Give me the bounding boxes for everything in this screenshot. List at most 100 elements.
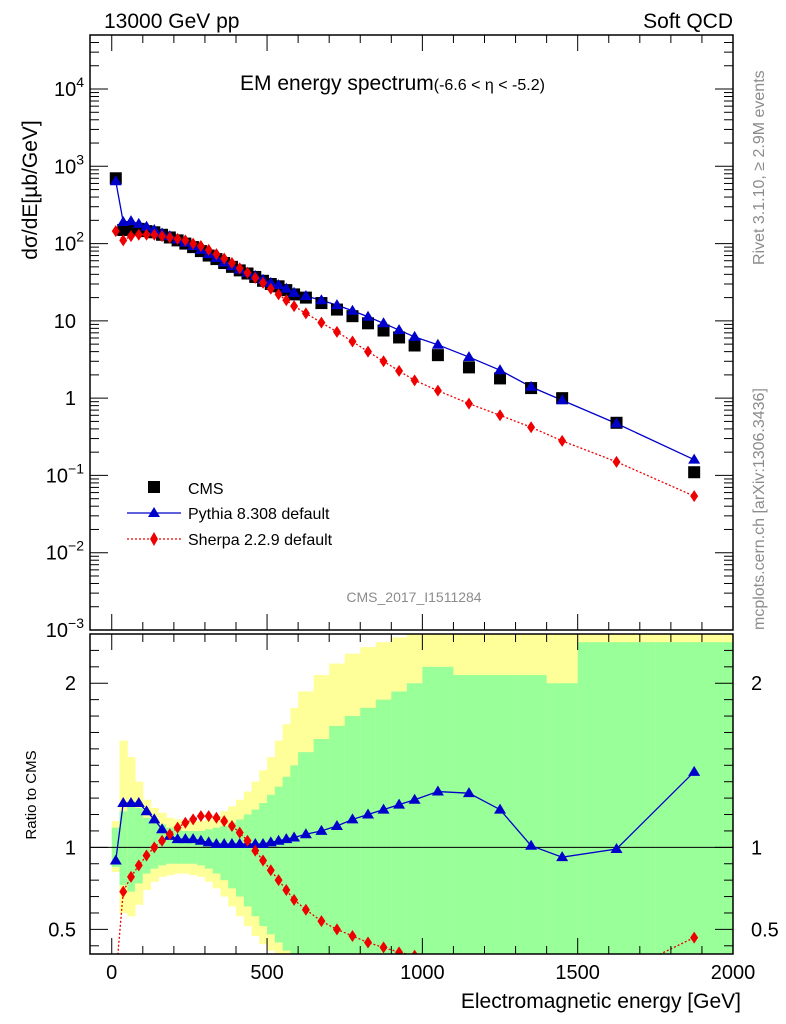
y-tick-label: 102 [54,229,84,256]
ratio-pythia-point [346,813,359,824]
ratio-pythia-point [610,842,623,853]
ratio-panel: 0.5 0.5 1 1 2 2 0 500 1000 1500 2000 Ratio to CMS… [23,633,779,1013]
y-tick-exponent: 4 [76,74,84,90]
inner-band-bin [220,826,229,881]
pythia-point [556,394,569,405]
sherpa-point [282,294,291,307]
legend-marker-pythia [148,507,160,517]
ratio-bands [111,634,733,954]
pythia-point [280,282,293,293]
sherpa-point [150,228,159,241]
y-tick-base: 10 [46,465,68,487]
pythia-point [408,330,421,341]
ratio-sherpa-point [348,929,357,942]
cms-point [494,372,507,385]
y-tick-label: 10−2 [46,538,84,565]
ratio-pythia-point [179,833,192,844]
inner-band-bin [212,827,221,874]
ratio-pythia-point [194,834,207,845]
pythia-point [393,324,406,335]
ratio-sherpa-point [465,963,473,975]
ratio-sherpa-point [127,870,136,883]
sherpa-point [612,455,621,468]
legend-marker-sherpa [150,532,158,546]
ratio-sherpa-point [395,946,404,954]
ratio-pythia-point [218,838,231,849]
ratio-pythia-point [132,797,145,808]
ratio-pythia-point [494,803,507,814]
x-tick-label: 500 [250,962,283,984]
ratio-frame [89,633,734,955]
pythia-point [362,310,375,321]
inner-band-bin [228,822,237,889]
sherpa-point [251,271,260,284]
inner-band-bin [142,817,152,874]
sherpa-point [558,434,567,447]
ratio-sherpa-point [317,915,326,928]
ratio-pythia-point [408,793,421,804]
sherpa-point [527,421,536,434]
y-tick-exponent: −3 [68,615,84,631]
sherpa-point [127,230,136,243]
ratio-pythia-point [315,824,328,835]
pythia-point [330,299,343,310]
uncertainty-bands [111,634,733,954]
sherpa-point [266,282,275,295]
pythia-point [272,279,285,290]
legend-marker-cms [148,481,160,493]
ratio-sherpa-point [173,821,182,834]
ratio-sherpa-point [411,949,418,954]
sherpa-line [115,230,695,497]
inner-band-bin [298,752,315,954]
y-tick-exponent: −1 [68,460,84,476]
pythia-line [115,181,695,461]
ratio-pythia-point [556,851,569,862]
pythia-point [125,215,138,226]
cms-point [408,339,421,352]
inner-band-bin [204,829,214,869]
ratio-sherpa-point [266,864,275,877]
legend-label-pythia: Pythia 8.308 default [188,506,330,523]
ratio-sherpa-point [150,841,159,854]
legend-label-cms: CMS [188,481,224,498]
ratio-sherpa-point [364,936,373,949]
pythia-point [494,364,507,375]
rivet-label: Rivet 3.1.10, ≥ 2.9M events [751,70,768,265]
sherpa-point [173,232,182,245]
sherpa-point [196,240,205,253]
ratio-y-tick-label-right: 2 [751,673,762,695]
ratio-sherpa-point [220,815,229,828]
pythia-point [431,338,444,349]
ratio-pythia-point [148,813,161,824]
cms-point [431,349,444,362]
ratio-sherpa-point [165,828,174,841]
legend-label-sherpa: Sherpa 2.2.9 default [188,532,333,549]
ratio-sherpa-point [251,844,260,857]
y-tick-base: 10 [54,156,76,178]
y-tick-base: 10 [54,79,76,101]
ratio-sherpa-point [181,816,190,829]
pythia-point [288,286,301,297]
inner-band-bin [391,691,408,954]
ratio-pythia-point [109,854,122,865]
ratio-pythia-point [288,831,301,842]
sherpa-point [301,307,310,320]
main-ylabel: dσ/dE[µb/GeV] [19,120,42,259]
y-tick-label: 10−3 [46,615,84,642]
ratio-pythia-point [525,839,538,850]
ratio-pythia-point [171,833,184,844]
x-tick-label: 1500 [555,962,600,984]
y-tick-base: 10 [54,234,76,256]
inner-band-bin [267,794,276,935]
y-tick-label: 104 [54,74,84,101]
ratio-ylabel: Ratio to CMS [23,750,40,839]
inner-band-bin [360,707,377,954]
cms-point [377,324,390,337]
ratio-sherpa-point [496,976,504,988]
inner-band-bin [453,675,485,954]
sherpa-point [158,230,167,243]
ratio-pythia-point [125,797,138,808]
pythia-point [109,175,122,186]
